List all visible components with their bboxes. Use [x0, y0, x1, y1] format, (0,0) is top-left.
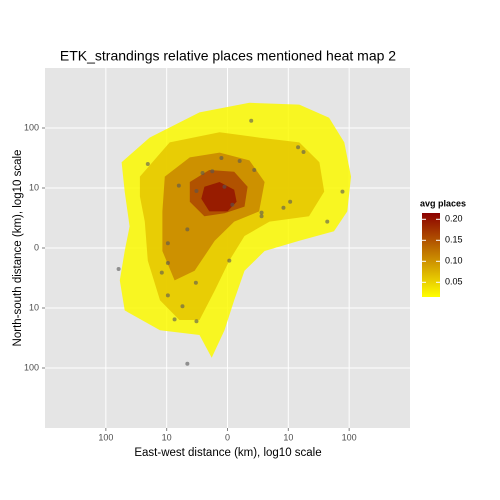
data-point — [281, 205, 286, 210]
data-point — [259, 210, 264, 215]
data-point — [219, 156, 224, 160]
data-point — [301, 150, 306, 154]
data-point — [230, 202, 235, 207]
data-point — [194, 189, 199, 193]
chart-title: ETK_strandings relative places mentioned… — [60, 48, 396, 64]
colorbar-label: 0.20 — [445, 214, 463, 224]
data-point — [116, 267, 121, 271]
data-point — [210, 169, 215, 174]
density-contour — [201, 182, 237, 212]
y-axis-label: North-south distance (km), log10 scale — [12, 150, 24, 347]
data-point — [237, 159, 242, 163]
data-point — [200, 171, 205, 175]
legend-title: avg places — [420, 198, 466, 208]
data-point — [185, 227, 190, 232]
x-tick-label: 10 — [162, 432, 172, 442]
data-point — [172, 317, 177, 322]
data-point — [249, 118, 254, 123]
data-point — [194, 319, 199, 324]
data-point — [165, 241, 170, 246]
y-tick-label: 10 — [29, 302, 39, 312]
data-point — [145, 162, 150, 166]
data-point — [296, 145, 301, 150]
data-point — [340, 189, 345, 194]
data-point — [259, 214, 264, 219]
data-point — [165, 293, 170, 298]
data-point — [159, 270, 164, 275]
data-point — [176, 183, 181, 188]
x-tick-label: 100 — [98, 432, 113, 442]
data-point — [227, 258, 232, 263]
y-tick-label: 100 — [24, 122, 39, 132]
data-point — [288, 199, 293, 204]
data-point — [193, 280, 198, 285]
x-tick-label: 10 — [283, 432, 293, 442]
colorbar-label: 0.05 — [445, 277, 463, 287]
data-point — [185, 361, 190, 366]
data-point — [252, 168, 257, 172]
x-tick-label: 100 — [342, 432, 357, 442]
y-tick-label: 10 — [29, 182, 39, 192]
data-point — [180, 304, 185, 309]
colorbar — [422, 213, 440, 297]
data-point — [222, 184, 227, 189]
colorbar-label: 0.15 — [445, 235, 463, 245]
data-point — [165, 261, 170, 265]
y-tick-label: 0 — [34, 242, 39, 252]
x-tick-label: 0 — [225, 432, 230, 442]
y-tick-label: 100 — [24, 362, 39, 372]
data-point — [325, 219, 330, 224]
colorbar-label: 0.10 — [445, 256, 463, 266]
x-axis-label: East-west distance (km), log10 scale — [134, 447, 321, 459]
